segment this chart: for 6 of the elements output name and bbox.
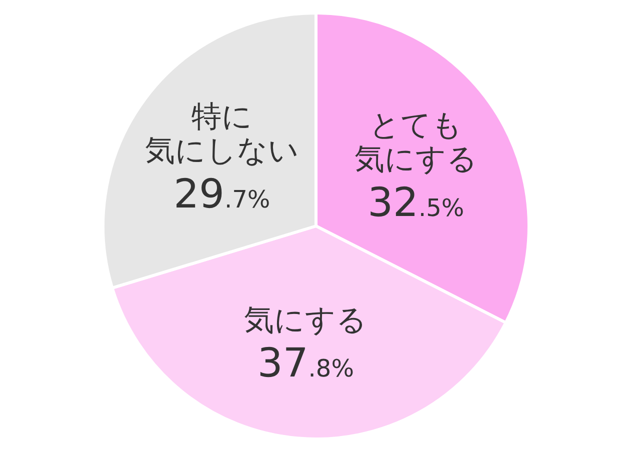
- slice-label: とても気にする: [354, 108, 478, 177]
- data-label: 37.8%: [257, 340, 354, 387]
- slice-label: 特に気にしない: [144, 99, 299, 168]
- data-label: 32.5%: [368, 180, 464, 226]
- slice-label: 気にする: [244, 302, 368, 338]
- data-label: 29.7%: [174, 171, 270, 218]
